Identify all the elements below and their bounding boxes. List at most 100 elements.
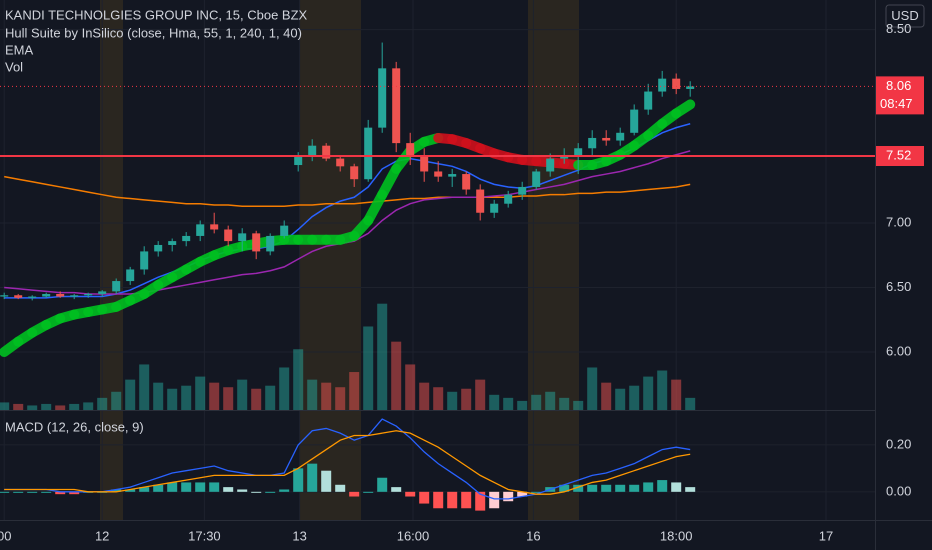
volume-bar: [321, 382, 332, 410]
volume-bar: [97, 397, 108, 410]
indicator-label: Hull Suite by InSilico (close, Hma, 55, …: [5, 25, 302, 40]
histogram-bar: [321, 470, 332, 492]
volume-bar: [153, 382, 164, 410]
candle-body: [98, 291, 107, 294]
volume-bar: [419, 382, 430, 410]
candle-body: [546, 158, 555, 172]
volume-bar: [489, 394, 500, 410]
session-shade: [528, 0, 579, 520]
candle-body: [378, 68, 387, 128]
candle-body: [406, 143, 415, 157]
candle-body: [294, 156, 303, 166]
x-tick-label: 18:00: [660, 528, 693, 543]
candle-body: [658, 78, 667, 92]
volume-bar: [139, 364, 150, 410]
candle-body: [560, 156, 569, 159]
volume-bar: [83, 402, 94, 410]
candle-body: [182, 235, 191, 242]
x-tick-label: 17: [819, 528, 833, 543]
histogram-bar: [363, 491, 374, 493]
histogram-bar: [685, 487, 696, 492]
volume-bar: [531, 394, 542, 410]
candle-body: [504, 194, 513, 204]
histogram-bar: [671, 482, 682, 492]
candle-body: [210, 224, 219, 230]
candle-body: [602, 137, 611, 141]
price-badge: [876, 76, 924, 115]
candle-body: [154, 244, 163, 252]
countdown: 08:47: [880, 96, 913, 111]
histogram-bar: [223, 487, 234, 492]
histogram-bar: [503, 491, 514, 502]
histogram-bar: [629, 484, 640, 492]
histogram-bar: [279, 489, 290, 492]
candle-body: [84, 293, 93, 296]
histogram-bar: [517, 491, 528, 497]
histogram-bar: [559, 484, 570, 492]
y-tick-label: 6.00: [886, 343, 911, 358]
candle-body: [252, 233, 261, 252]
candle-body: [112, 281, 121, 292]
volume-bar: [615, 388, 626, 410]
candle-body: [490, 203, 499, 213]
candle-body: [672, 78, 681, 89]
histogram-bar: [405, 491, 416, 497]
candle-body: [42, 293, 51, 297]
histogram-bar: [153, 484, 164, 492]
price-label: 7.52: [886, 147, 911, 162]
price-badge: [876, 146, 924, 167]
y-tick-label: 0.00: [886, 483, 911, 498]
candle-body: [574, 148, 583, 157]
histogram-bar: [433, 491, 444, 509]
volume-bar: [167, 388, 178, 410]
candle-body: [686, 86, 695, 89]
candle-body: [448, 174, 457, 177]
x-tick-label: 12: [95, 528, 109, 543]
volume-bar: [307, 379, 318, 410]
y-tick-label: 6.50: [886, 279, 911, 294]
volume-bar: [27, 405, 38, 410]
volume-bar: [265, 385, 276, 410]
volume-bar: [55, 405, 66, 410]
volume-bar: [559, 397, 570, 410]
histogram-bar: [195, 482, 206, 492]
x-tick-label: 00: [0, 528, 11, 543]
volume-bar: [335, 387, 346, 410]
candle-body: [238, 233, 247, 242]
session-shade: [100, 0, 123, 520]
histogram-bar: [307, 463, 318, 492]
histogram-bar: [0, 491, 10, 493]
currency-box[interactable]: [885, 4, 925, 28]
indicator-label: EMA: [5, 42, 34, 57]
currency[interactable]: USD: [891, 8, 918, 23]
candle-body: [56, 293, 65, 297]
ema-line: [4, 175, 691, 208]
candle-body: [476, 189, 485, 213]
histogram-bar: [139, 487, 150, 492]
volume-bar: [377, 303, 388, 410]
histogram-bar: [643, 482, 654, 492]
histogram-bar: [573, 484, 584, 492]
candle-body: [532, 171, 541, 187]
x-tick-label: 17:30: [188, 528, 221, 543]
volume-bar: [293, 349, 304, 410]
volume-bar: [363, 326, 374, 410]
histogram-bar: [461, 491, 472, 509]
histogram-bar: [335, 484, 346, 492]
volume-bar: [0, 402, 10, 410]
histogram-bar: [251, 491, 262, 493]
candle-body: [350, 166, 359, 180]
y-tick-label: 0.20: [886, 436, 911, 451]
volume-bar: [573, 400, 584, 410]
candle-body: [644, 91, 653, 110]
histogram-bar: [167, 482, 178, 492]
volume-bar: [587, 367, 598, 410]
volume-bar: [13, 403, 24, 410]
candle-body: [28, 296, 37, 298]
volume-bar: [461, 388, 472, 410]
volume-bar: [223, 387, 234, 410]
macd-line: [4, 418, 691, 500]
volume-bar: [601, 382, 612, 410]
volume-bar: [685, 397, 696, 410]
